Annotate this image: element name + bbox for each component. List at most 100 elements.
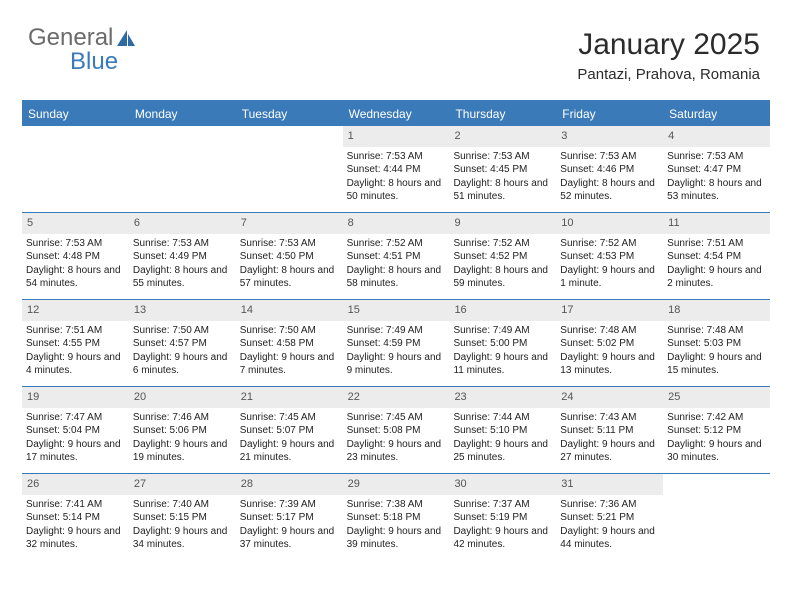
sunset-text: Sunset: 4:54 PM xyxy=(667,250,766,264)
sunset-text: Sunset: 4:58 PM xyxy=(240,337,339,351)
day-number: 20 xyxy=(129,387,236,408)
sunrise-text: Sunrise: 7:46 AM xyxy=(133,411,232,425)
calendar-day-cell: 19Sunrise: 7:47 AMSunset: 5:04 PMDayligh… xyxy=(22,387,129,473)
day-number: 17 xyxy=(556,300,663,321)
daylight-text: Daylight: 8 hours and 58 minutes. xyxy=(347,264,446,291)
day-number: 9 xyxy=(449,213,556,234)
sunset-text: Sunset: 5:10 PM xyxy=(453,424,552,438)
sunrise-text: Sunrise: 7:43 AM xyxy=(560,411,659,425)
sunrise-text: Sunrise: 7:49 AM xyxy=(453,324,552,338)
day-number: 29 xyxy=(343,474,450,495)
day-number: 10 xyxy=(556,213,663,234)
calendar-day-cell: 9 Sunrise: 7:52 AMSunset: 4:52 PMDaylight… xyxy=(449,213,556,299)
sunrise-text: Sunrise: 7:41 AM xyxy=(26,498,125,512)
sunset-text: Sunset: 5:00 PM xyxy=(453,337,552,351)
calendar-day-cell: 30 Sunrise: 7:37 AMSunset: 5:19 PMDayligh… xyxy=(449,474,556,560)
day-number: 31 xyxy=(556,474,663,495)
sunrise-text: Sunrise: 7:36 AM xyxy=(560,498,659,512)
day-number: 6 xyxy=(129,213,236,234)
daylight-text: Daylight: 9 hours and 42 minutes. xyxy=(453,525,552,552)
day-number: 8 xyxy=(343,213,450,234)
sunset-text: Sunset: 4:59 PM xyxy=(347,337,446,351)
day-number: 30 xyxy=(449,474,556,495)
day-number: 21 xyxy=(236,387,343,408)
sunset-text: Sunset: 5:17 PM xyxy=(240,511,339,525)
sunrise-text: Sunrise: 7:53 AM xyxy=(667,150,766,164)
calendar-week-row: 1Sunrise: 7:53 AMSunset: 4:44 PMDaylight… xyxy=(22,126,770,212)
day-number: 28 xyxy=(236,474,343,495)
sunset-text: Sunset: 4:50 PM xyxy=(240,250,339,264)
calendar-day-cell xyxy=(236,126,343,212)
daylight-text: Daylight: 8 hours and 53 minutes. xyxy=(667,177,766,204)
sunset-text: Sunset: 5:03 PM xyxy=(667,337,766,351)
daylight-text: Daylight: 8 hours and 57 minutes. xyxy=(240,264,339,291)
location-subtitle: Pantazi, Prahova, Romania xyxy=(577,66,760,83)
daylight-text: Daylight: 9 hours and 23 minutes. xyxy=(347,438,446,465)
sunset-text: Sunset: 4:45 PM xyxy=(453,163,552,177)
daylight-text: Daylight: 9 hours and 15 minutes. xyxy=(667,351,766,378)
day-number: 12 xyxy=(22,300,129,321)
daylight-text: Daylight: 9 hours and 37 minutes. xyxy=(240,525,339,552)
sunrise-text: Sunrise: 7:53 AM xyxy=(347,150,446,164)
day-number: 15 xyxy=(343,300,450,321)
daylight-text: Daylight: 9 hours and 30 minutes. xyxy=(667,438,766,465)
calendar-day-cell: 17Sunrise: 7:48 AMSunset: 5:02 PMDayligh… xyxy=(556,300,663,386)
calendar-day-cell: 12Sunrise: 7:51 AMSunset: 4:55 PMDayligh… xyxy=(22,300,129,386)
sunrise-text: Sunrise: 7:45 AM xyxy=(347,411,446,425)
sunrise-text: Sunrise: 7:52 AM xyxy=(347,237,446,251)
dayname-sat: Saturday xyxy=(663,102,770,126)
sunset-text: Sunset: 4:49 PM xyxy=(133,250,232,264)
day-number: 23 xyxy=(449,387,556,408)
calendar-day-cell: 1Sunrise: 7:53 AMSunset: 4:44 PMDaylight… xyxy=(343,126,450,212)
sunset-text: Sunset: 5:14 PM xyxy=(26,511,125,525)
sunset-text: Sunset: 4:44 PM xyxy=(347,163,446,177)
sunset-text: Sunset: 5:21 PM xyxy=(560,511,659,525)
daylight-text: Daylight: 9 hours and 13 minutes. xyxy=(560,351,659,378)
day-number: 24 xyxy=(556,387,663,408)
day-number: 7 xyxy=(236,213,343,234)
calendar-day-cell: 11Sunrise: 7:51 AMSunset: 4:54 PMDayligh… xyxy=(663,213,770,299)
daylight-text: Daylight: 9 hours and 19 minutes. xyxy=(133,438,232,465)
calendar-day-cell: 10Sunrise: 7:52 AMSunset: 4:53 PMDayligh… xyxy=(556,213,663,299)
calendar-week-row: 5Sunrise: 7:53 AMSunset: 4:48 PMDaylight… xyxy=(22,212,770,299)
daylight-text: Daylight: 9 hours and 39 minutes. xyxy=(347,525,446,552)
daylight-text: Daylight: 9 hours and 44 minutes. xyxy=(560,525,659,552)
day-number: 18 xyxy=(663,300,770,321)
sunset-text: Sunset: 4:57 PM xyxy=(133,337,232,351)
logo-text-2: Blue xyxy=(70,48,118,76)
sunset-text: Sunset: 4:47 PM xyxy=(667,163,766,177)
sunset-text: Sunset: 5:11 PM xyxy=(560,424,659,438)
month-title: January 2025 xyxy=(577,28,760,62)
sunset-text: Sunset: 5:15 PM xyxy=(133,511,232,525)
daylight-text: Daylight: 9 hours and 1 minute. xyxy=(560,264,659,291)
sunrise-text: Sunrise: 7:37 AM xyxy=(453,498,552,512)
sunrise-text: Sunrise: 7:48 AM xyxy=(667,324,766,338)
logo-sail-icon xyxy=(115,28,137,48)
daylight-text: Daylight: 9 hours and 21 minutes. xyxy=(240,438,339,465)
daylight-text: Daylight: 9 hours and 17 minutes. xyxy=(26,438,125,465)
calendar-header-row: Sunday Monday Tuesday Wednesday Thursday… xyxy=(22,102,770,126)
calendar-day-cell: 7Sunrise: 7:53 AMSunset: 4:50 PMDaylight… xyxy=(236,213,343,299)
calendar-day-cell: 26Sunrise: 7:41 AMSunset: 5:14 PMDayligh… xyxy=(22,474,129,560)
sunset-text: Sunset: 5:19 PM xyxy=(453,511,552,525)
daylight-text: Daylight: 9 hours and 32 minutes. xyxy=(26,525,125,552)
calendar-grid: Sunday Monday Tuesday Wednesday Thursday… xyxy=(22,100,770,560)
day-number: 11 xyxy=(663,213,770,234)
calendar-day-cell: 25Sunrise: 7:42 AMSunset: 5:12 PMDayligh… xyxy=(663,387,770,473)
calendar-day-cell xyxy=(129,126,236,212)
daylight-text: Daylight: 9 hours and 7 minutes. xyxy=(240,351,339,378)
calendar-day-cell: 16Sunrise: 7:49 AMSunset: 5:00 PMDayligh… xyxy=(449,300,556,386)
sunrise-text: Sunrise: 7:47 AM xyxy=(26,411,125,425)
calendar-week-row: 12Sunrise: 7:51 AMSunset: 4:55 PMDayligh… xyxy=(22,299,770,386)
sunset-text: Sunset: 4:52 PM xyxy=(453,250,552,264)
daylight-text: Daylight: 8 hours and 52 minutes. xyxy=(560,177,659,204)
calendar-day-cell: 23Sunrise: 7:44 AMSunset: 5:10 PMDayligh… xyxy=(449,387,556,473)
dayname-thu: Thursday xyxy=(449,102,556,126)
sunrise-text: Sunrise: 7:52 AM xyxy=(453,237,552,251)
daylight-text: Daylight: 8 hours and 51 minutes. xyxy=(453,177,552,204)
sunrise-text: Sunrise: 7:49 AM xyxy=(347,324,446,338)
calendar-day-cell xyxy=(22,126,129,212)
sunset-text: Sunset: 5:18 PM xyxy=(347,511,446,525)
daylight-text: Daylight: 8 hours and 59 minutes. xyxy=(453,264,552,291)
daylight-text: Daylight: 8 hours and 50 minutes. xyxy=(347,177,446,204)
